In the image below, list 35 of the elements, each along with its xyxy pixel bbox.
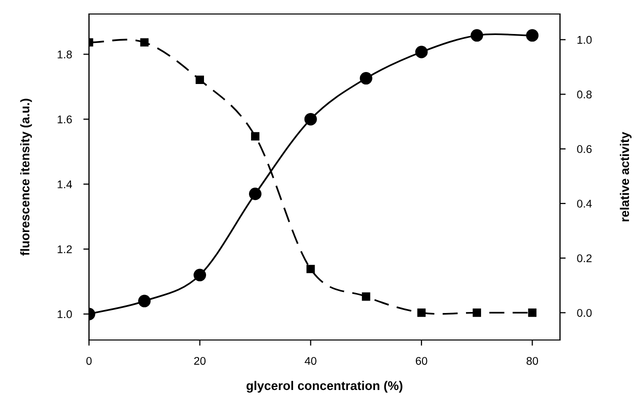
y2-tick-label: 0.6 [577, 145, 592, 154]
y2-tick-label: 0.0 [577, 308, 592, 317]
point [528, 308, 536, 317]
point [248, 188, 262, 200]
x-tick-label: 20 [194, 356, 206, 365]
y-tick-label: 1.0 [58, 310, 72, 318]
point [140, 38, 149, 47]
point [470, 29, 484, 42]
y2-axis-title: relative activity [620, 132, 632, 222]
x-tick-label: 60 [416, 356, 428, 365]
point [196, 76, 204, 84]
point [360, 72, 372, 85]
point [472, 308, 482, 317]
y2-tick-label: 0.8 [577, 90, 592, 98]
x-axis-title: glycerol concentration (%) [246, 380, 402, 393]
x-tick-label: 0 [86, 356, 92, 365]
y2-tick-label: 1.0 [578, 36, 592, 44]
y2-tick-label: 0.4 [577, 200, 592, 208]
y-tick-label: 1.8 [58, 50, 72, 58]
point [138, 294, 151, 308]
point [415, 46, 428, 58]
point [526, 29, 539, 42]
point [417, 308, 426, 317]
y-tick-label: 1.2 [58, 245, 72, 254]
x-tick-label: 40 [304, 356, 316, 365]
y2-tick-label: 0.2 [577, 254, 592, 262]
point [306, 264, 315, 274]
y-tick-label: 1.6 [58, 115, 72, 124]
point [194, 268, 206, 282]
point [304, 112, 317, 126]
x-tick-label: 80 [526, 356, 538, 365]
y-axis-title: fluorescence itensity (a.u.) [20, 98, 32, 256]
point [251, 132, 260, 140]
y-tick-label: 1.4 [58, 180, 72, 188]
point [362, 292, 370, 301]
